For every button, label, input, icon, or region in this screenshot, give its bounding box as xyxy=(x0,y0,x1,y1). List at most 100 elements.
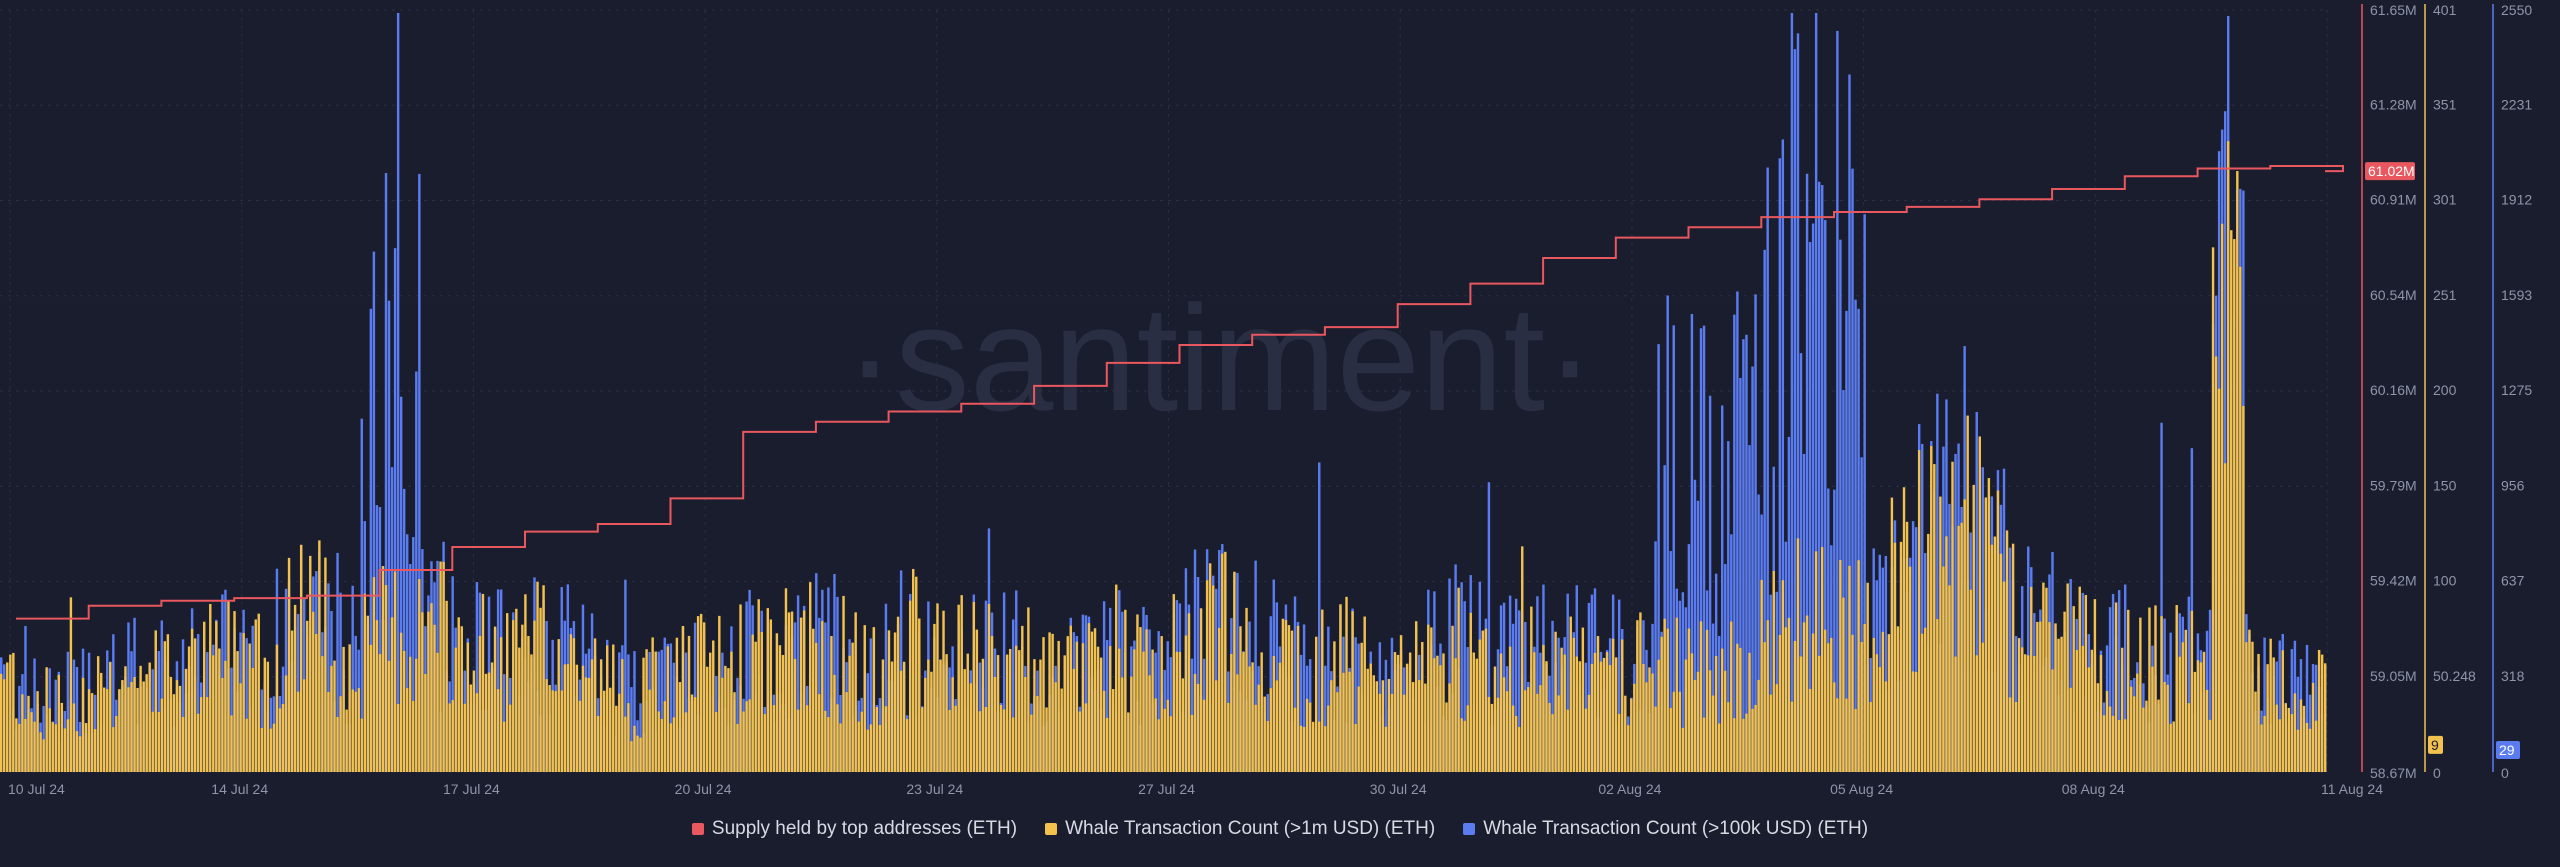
bar-whale-1m xyxy=(1830,637,1833,772)
bar-whale-1m xyxy=(2136,673,2139,772)
bar-whale-1m xyxy=(33,721,36,772)
bar-whale-100k xyxy=(1448,578,1451,772)
bar-whale-1m xyxy=(1578,661,1582,772)
bar-whale-1m xyxy=(160,698,164,772)
bar-whale-1m xyxy=(2181,642,2184,772)
bar-whale-1m xyxy=(2081,645,2084,772)
bar-whale-1m xyxy=(696,616,700,772)
bar-whale-1m xyxy=(2248,629,2251,772)
bar-whale-1m xyxy=(433,624,436,772)
bar-whale-1m xyxy=(1545,661,1548,772)
bar-whale-1m xyxy=(1496,697,1500,772)
bar-whale-1m xyxy=(1102,690,1106,772)
bar-whale-100k xyxy=(1814,12,1818,773)
bar-whale-1m xyxy=(336,716,339,772)
legend-item-whale-1m[interactable]: Whale Transaction Count (>1m USD) (ETH) xyxy=(1045,818,1435,840)
bar-whale-1m xyxy=(9,654,12,772)
bar-whale-1m xyxy=(354,691,357,772)
y-tick-label-whale_1m: 251 xyxy=(2433,287,2457,303)
bar-whale-1m xyxy=(1824,629,1827,772)
bar-whale-1m xyxy=(578,700,582,772)
bar-whale-1m xyxy=(815,642,818,772)
bar-whale-1m xyxy=(45,667,48,772)
bar-whale-100k xyxy=(1748,445,1751,772)
bar-whale-1m xyxy=(1893,542,1897,772)
bar-whale-1m xyxy=(2114,602,2118,772)
bar-whale-1m xyxy=(2093,599,2097,772)
bar-whale-1m xyxy=(1775,684,1778,772)
y-tick-label-whale_1m: 401 xyxy=(2433,2,2457,18)
bar-whale-1m xyxy=(1251,662,1254,772)
bar-whale-1m xyxy=(2033,655,2036,772)
bar-whale-1m xyxy=(1502,677,1506,772)
bar-whale-1m xyxy=(2108,706,2112,772)
bar-whale-1m xyxy=(1181,678,1185,772)
bar-whale-1m xyxy=(1381,680,1385,772)
bar-whale-1m xyxy=(1142,651,1145,772)
bar-whale-1m xyxy=(1263,696,1266,772)
bar-whale-100k xyxy=(1793,49,1797,773)
bar-whale-1m xyxy=(2160,616,2163,772)
bar-whale-1m xyxy=(254,619,257,772)
bar-whale-100k xyxy=(1914,527,1918,772)
bar-whale-1m xyxy=(1902,487,1906,772)
bar-whale-1m xyxy=(993,676,997,772)
bar-whale-1m xyxy=(687,635,691,772)
bar-whale-1m xyxy=(2311,682,2315,772)
bar-whale-1m xyxy=(1151,649,1154,772)
bar-whale-1m xyxy=(1202,699,1206,772)
bar-whale-1m xyxy=(1714,656,1718,772)
bar-whale-1m xyxy=(1584,708,1588,772)
bar-whale-1m xyxy=(1548,703,1551,772)
legend-swatch-supply xyxy=(691,823,704,835)
bar-whale-1m xyxy=(87,689,91,772)
bar-whale-1m xyxy=(748,699,751,772)
bar-whale-100k xyxy=(2111,593,2115,772)
bar-whale-1m xyxy=(766,608,770,772)
y-tick-label-whale_100k: 2231 xyxy=(2501,96,2532,112)
legend-item-supply[interactable]: Supply held by top addresses (ETH) xyxy=(691,818,1017,840)
bar-whale-1m xyxy=(169,676,173,772)
bar-whale-1m xyxy=(1742,718,1745,772)
bar-whale-1m xyxy=(1369,663,1372,772)
bar-whale-1m xyxy=(293,604,297,772)
bar-whale-1m xyxy=(2060,636,2063,772)
bar-whale-1m xyxy=(2063,611,2066,772)
legend-item-whale-100k[interactable]: Whale Transaction Count (>100k USD) (ETH… xyxy=(1463,818,1868,840)
bar-whale-1m xyxy=(866,729,869,772)
bar-whale-1m xyxy=(739,604,742,772)
bar-whale-1m xyxy=(569,634,573,772)
bar-whale-1m xyxy=(187,646,191,772)
bar-whale-1m xyxy=(1439,665,1442,772)
bar-whale-1m xyxy=(1460,718,1463,772)
bar-whale-1m xyxy=(1505,691,1509,772)
bar-whale-1m xyxy=(1196,683,1200,772)
bar-whale-1m xyxy=(2260,724,2263,772)
watermark: ·santiment· xyxy=(845,274,1595,442)
bar-whale-1m xyxy=(51,722,54,772)
bar-whale-1m xyxy=(12,652,15,772)
bar-whale-1m xyxy=(624,716,627,772)
bar-whale-1m xyxy=(1699,621,1703,772)
bar-whale-1m xyxy=(1966,415,1969,772)
bar-whale-1m xyxy=(1360,642,1363,772)
bar-whale-100k xyxy=(1666,295,1669,772)
bar-whale-1m xyxy=(2245,642,2248,772)
bar-whale-1m xyxy=(2148,607,2151,772)
bar-whale-1m xyxy=(2196,660,2200,772)
bar-whale-1m xyxy=(802,610,806,772)
bar-whale-1m xyxy=(1463,720,1466,772)
bar-whale-100k xyxy=(2296,676,2300,772)
bar-whale-1m xyxy=(442,561,445,772)
bar-whale-1m xyxy=(1284,620,1288,772)
bar-whale-1m xyxy=(1936,619,1939,772)
bar-whale-1m xyxy=(963,669,966,772)
bar-whale-1m xyxy=(1472,652,1475,772)
bar-whale-1m xyxy=(1287,625,1291,772)
bar-whale-1m xyxy=(1233,571,1236,772)
bar-whale-1m xyxy=(1745,713,1748,772)
current-value-badge-supply xyxy=(2365,162,2415,181)
bar-whale-1m xyxy=(1324,726,1327,772)
bar-whale-1m xyxy=(263,657,267,772)
bar-whale-1m xyxy=(321,656,324,772)
